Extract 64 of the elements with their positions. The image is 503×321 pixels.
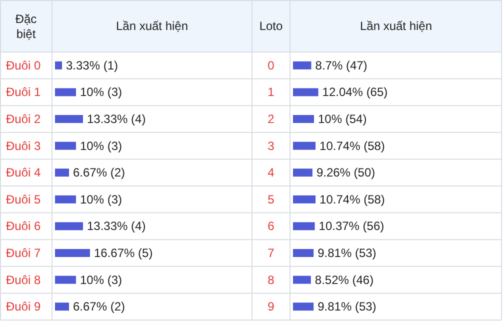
- bar: [293, 222, 315, 230]
- bar: [55, 142, 76, 150]
- data-label: 9.81% (53): [318, 300, 376, 314]
- y-tick-label: 7: [268, 246, 275, 260]
- data-label: 13.33% (4): [86, 112, 146, 126]
- data-label: 9.26% (50): [316, 166, 376, 180]
- bar: [293, 168, 312, 177]
- data-label: 12.04% (65): [322, 85, 388, 100]
- bar: [293, 61, 312, 70]
- data-label: 10% (3): [80, 272, 122, 287]
- y-tick-label: Đuôi 3: [6, 138, 42, 153]
- y-tick-label: Đuôi 6: [6, 219, 42, 234]
- data-label: 10% (3): [80, 138, 122, 153]
- data-label: 3.33% (1): [66, 58, 118, 72]
- y-tick-label: Đuôi 4: [6, 166, 42, 180]
- y-tick-label: Đuôi 0: [6, 58, 42, 72]
- bar: [293, 249, 314, 257]
- bar: [293, 302, 314, 311]
- y-tick-label: Đuôi 5: [6, 192, 42, 206]
- data-label: 9.81% (53): [318, 246, 376, 260]
- y-tick-label: 8: [268, 272, 275, 287]
- y-tick-label: 1: [268, 85, 275, 100]
- y-tick-label: 2: [268, 112, 275, 126]
- y-tick-label: 0: [268, 58, 275, 72]
- bar: [293, 88, 318, 96]
- y-tick-label: Đuôi 8: [6, 272, 42, 287]
- data-label: 8.52% (46): [314, 272, 374, 287]
- data-label: 6.67% (2): [73, 300, 126, 314]
- bar: [55, 222, 83, 230]
- bar: [293, 115, 314, 123]
- y-tick-label: Đuôi 7: [6, 246, 42, 260]
- y-tick-label: Đuôi 2: [6, 112, 42, 126]
- data-label: 10% (3): [80, 85, 122, 100]
- data-label: 8.7% (47): [315, 58, 368, 72]
- y-tick-label: Đuôi 1: [6, 85, 42, 100]
- bar: [55, 88, 76, 96]
- data-label: 10% (3): [80, 192, 122, 206]
- x-axis-title: Lần xuất hiện: [360, 19, 432, 33]
- bar: [55, 276, 76, 284]
- data-label: 10.74% (58): [320, 138, 385, 153]
- bar: [55, 168, 70, 177]
- x-axis-title: Lần xuất hiện: [116, 19, 188, 33]
- data-label: 10.74% (58): [320, 192, 385, 206]
- y-tick-label: Đuôi 9: [6, 300, 42, 314]
- y-tick-label: 4: [268, 166, 275, 180]
- y-tick-label: 3: [268, 138, 275, 153]
- data-label: 13.33% (4): [86, 219, 146, 234]
- bar: [55, 61, 62, 70]
- y-axis-title: Đặc biệt: [15, 12, 37, 41]
- bar: [55, 195, 76, 204]
- data-label: 6.67% (2): [73, 166, 126, 180]
- y-tick-label: 5: [268, 192, 275, 206]
- y-axis-title: Loto: [259, 19, 283, 33]
- bar: [55, 115, 83, 123]
- bar: [293, 276, 311, 284]
- bar: [293, 195, 316, 204]
- data-label: 10% (54): [318, 112, 367, 126]
- bar: [293, 142, 316, 150]
- y-tick-label: 9: [268, 300, 275, 314]
- data-label: 10.37% (56): [318, 219, 384, 234]
- bar: [55, 249, 90, 257]
- bar: [55, 302, 70, 311]
- y-tick-label: 6: [268, 219, 275, 234]
- data-label: 16.67% (5): [94, 246, 153, 260]
